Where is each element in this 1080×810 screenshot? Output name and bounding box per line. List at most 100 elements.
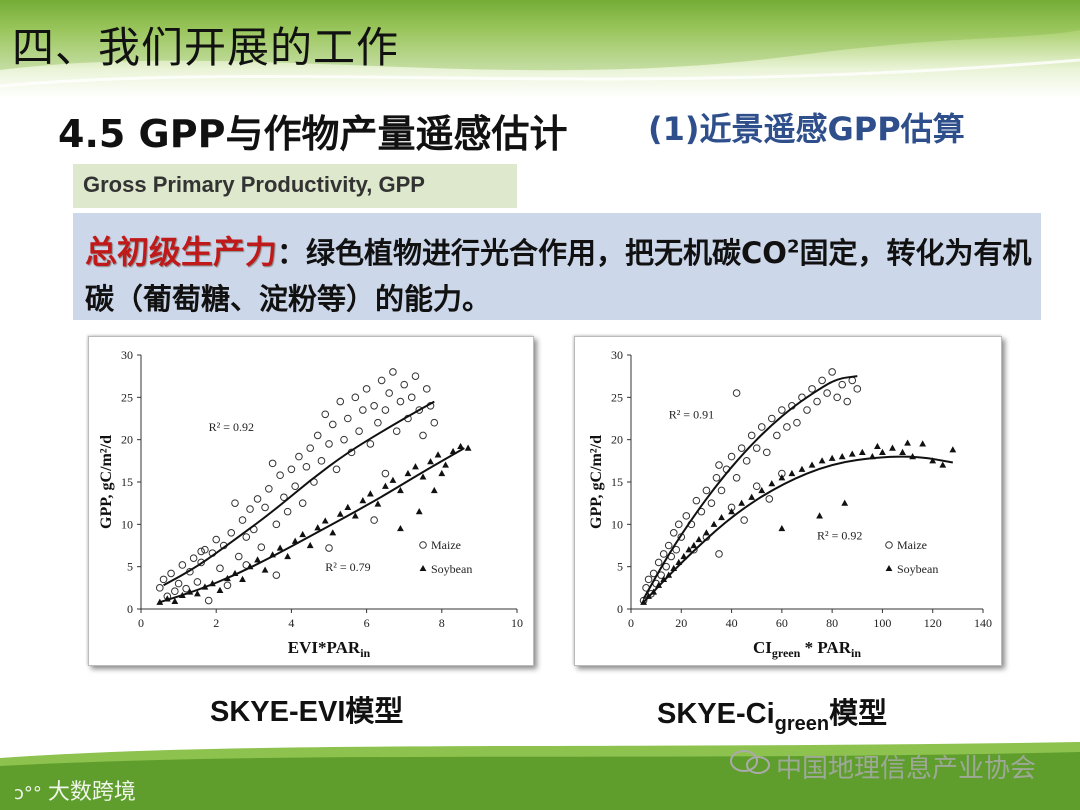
- data-point-soybean: [430, 486, 438, 494]
- data-point-maize: [328, 420, 337, 429]
- definition-body-1: ：绿色植物进行光合作用，把无机碳CO: [277, 236, 787, 270]
- x-tick-label: 140: [974, 616, 992, 630]
- header-band: [0, 0, 1080, 98]
- data-point-soybean: [442, 461, 449, 468]
- data-point-maize: [174, 579, 183, 588]
- data-point-maize: [712, 473, 721, 482]
- data-point-maize: [246, 505, 254, 513]
- caption-ci-sub: green: [774, 712, 830, 735]
- data-point-maize: [715, 461, 723, 469]
- fit-line-maize: [163, 400, 435, 587]
- data-point-soybean: [374, 500, 382, 507]
- data-point-maize: [808, 385, 816, 393]
- fit-line-maize: [642, 375, 858, 600]
- footer-band: [0, 740, 1080, 810]
- data-point-soybean: [216, 586, 224, 593]
- data-point-maize: [682, 512, 691, 520]
- data-point-soybean: [464, 444, 472, 451]
- x-tick-label: 60: [776, 616, 788, 630]
- data-point-maize: [727, 452, 736, 461]
- data-point-soybean: [419, 473, 427, 480]
- r-squared-annotation: R² = 0.92: [209, 420, 254, 434]
- caption-ci-suffix: 模型: [829, 698, 888, 730]
- data-point-maize: [778, 406, 786, 414]
- data-point-maize: [828, 368, 836, 376]
- data-point-soybean: [397, 524, 404, 532]
- data-point-maize: [411, 372, 420, 380]
- data-point-soybean: [680, 552, 688, 560]
- x-tick-label: 100: [873, 616, 891, 630]
- data-point-soybean: [848, 450, 856, 457]
- series-soybean: [640, 439, 957, 605]
- data-point-maize: [381, 406, 390, 414]
- data-point-maize: [201, 545, 209, 554]
- data-point-maize: [422, 385, 431, 393]
- data-point-maize: [257, 543, 266, 551]
- x-tick-label: 10: [511, 616, 523, 630]
- data-point-maize: [197, 547, 205, 556]
- data-point-soybean: [434, 451, 442, 458]
- chart-ci: 0 5 10 15 20 25 30 0 20 40 60 80 100 120 140 GPP, gC/m²…: [588, 348, 992, 660]
- data-point-maize: [253, 495, 262, 503]
- data-point-soybean: [778, 524, 786, 532]
- data-point-maize: [321, 410, 330, 419]
- data-point-maize: [853, 385, 862, 393]
- data-point-soybean: [778, 474, 786, 481]
- data-point-soybean: [939, 461, 947, 468]
- data-point-maize: [212, 535, 220, 544]
- definition-body-2: 固定，转化为有机碳（葡萄糖、淀粉等）的能力。: [85, 236, 1032, 316]
- legend-label-maize: Maize: [431, 538, 461, 552]
- data-point-maize: [204, 596, 213, 605]
- data-point-maize: [234, 552, 243, 561]
- data-point-soybean: [415, 508, 423, 515]
- y-tick-label: 30: [611, 348, 623, 362]
- y-axis-label: GPP, gC/m²/d: [98, 435, 115, 529]
- y-tick-label: 10: [611, 517, 623, 531]
- data-point-maize: [189, 554, 198, 562]
- data-point-maize: [419, 431, 427, 440]
- definition-text: 总初级生产力：绿色植物进行光合作用，把无机碳CO2固定，转化为有机碳（葡萄糖、淀…: [85, 229, 1035, 322]
- data-point-maize: [715, 550, 723, 558]
- data-point-maize: [765, 495, 774, 503]
- data-point-maize: [223, 581, 232, 590]
- y-axis-label: GPP, gC/m²/d: [588, 435, 605, 529]
- data-point-soybean: [841, 499, 849, 506]
- data-point-maize: [833, 393, 841, 402]
- data-point-maize: [407, 393, 416, 402]
- data-point-soybean: [427, 458, 434, 465]
- data-point-maize: [283, 507, 292, 516]
- data-point-maize: [159, 575, 168, 584]
- watermark-text: 中国地理信息产业协会: [776, 754, 1037, 784]
- fit-line-soybean: [159, 447, 465, 604]
- data-point-maize: [366, 440, 375, 448]
- data-point-maize: [838, 380, 847, 389]
- data-point-maize: [268, 459, 277, 468]
- x-tick-label: 80: [826, 616, 838, 630]
- r-squared-annotation: R² = 0.91: [669, 408, 714, 422]
- brand-label: 大数跨境: [47, 780, 136, 805]
- data-point-maize: [276, 471, 284, 480]
- data-point-soybean: [299, 530, 307, 538]
- data-point-maize: [385, 389, 393, 397]
- legend-marker-soybean: [419, 565, 427, 571]
- data-point-soybean: [788, 469, 796, 477]
- data-point-maize: [343, 414, 352, 423]
- data-point-soybean: [306, 541, 314, 549]
- x-label-mid: * PAR: [800, 638, 851, 657]
- data-point-maize: [216, 564, 224, 573]
- data-point-soybean: [359, 497, 367, 504]
- data-point-soybean: [382, 482, 389, 489]
- data-point-maize: [659, 550, 668, 558]
- data-point-soybean: [690, 541, 698, 549]
- data-point-soybean: [329, 529, 337, 536]
- legend-label-soybean: Soybean: [431, 562, 472, 576]
- data-point-maize: [298, 499, 307, 507]
- brand-text: ↄ°° 大数跨境: [14, 774, 136, 806]
- data-point-maize: [302, 462, 311, 471]
- legend-marker-soybean: [885, 565, 893, 571]
- data-point-maize: [182, 584, 190, 593]
- data-point-soybean: [728, 508, 735, 515]
- data-point-soybean: [710, 520, 718, 527]
- data-point-soybean: [798, 465, 806, 472]
- definition-box: 总初级生产力：绿色植物进行光合作用，把无机碳CO2固定，转化为有机碳（葡萄糖、淀…: [73, 213, 1041, 320]
